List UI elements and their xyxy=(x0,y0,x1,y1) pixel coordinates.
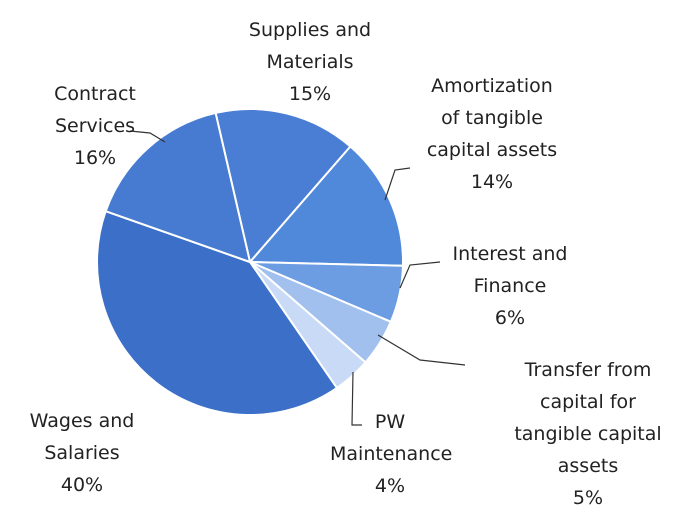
leader-line xyxy=(351,371,362,426)
value-label: 15% xyxy=(288,83,332,105)
value-label: 40% xyxy=(60,474,104,496)
pie-slice xyxy=(247,145,404,267)
value-label: 4% xyxy=(374,475,406,497)
value-label: 5% xyxy=(572,487,604,509)
category-label: Interest and Finance xyxy=(452,243,568,297)
pie-slice xyxy=(104,111,252,264)
leader-line xyxy=(377,334,466,366)
category-label: Transfer from capital for tangible capit… xyxy=(514,359,662,477)
category-label: Contract Services xyxy=(54,83,136,137)
value-label: 16% xyxy=(73,147,117,169)
slice-label: Interest and Finance 6% xyxy=(445,238,575,334)
pie-slice xyxy=(96,209,339,416)
value-label: 14% xyxy=(470,171,514,193)
leader-line xyxy=(399,261,441,289)
slice-label: Contract Services 16% xyxy=(45,78,145,174)
value-label: 6% xyxy=(494,307,526,329)
category-label: PW Maintenance xyxy=(330,411,453,465)
slice-label: Amortization of tangible capital assets 1… xyxy=(422,70,562,198)
slice-label: PW Maintenance 4% xyxy=(330,406,453,502)
pie-slice xyxy=(214,108,352,265)
leader-line xyxy=(129,130,166,143)
category-label: Supplies and Materials xyxy=(248,19,372,73)
slice-label: Transfer from capital for tangible capit… xyxy=(513,354,663,514)
category-label: Wages and Salaries xyxy=(29,410,135,464)
category-label: Amortization of tangible capital assets xyxy=(426,75,558,161)
slice-label: Wages and Salaries 40% xyxy=(27,405,137,501)
slice-label: Supplies and Materials 15% xyxy=(245,14,375,110)
leader-lines xyxy=(129,130,466,426)
leader-line xyxy=(384,167,411,201)
